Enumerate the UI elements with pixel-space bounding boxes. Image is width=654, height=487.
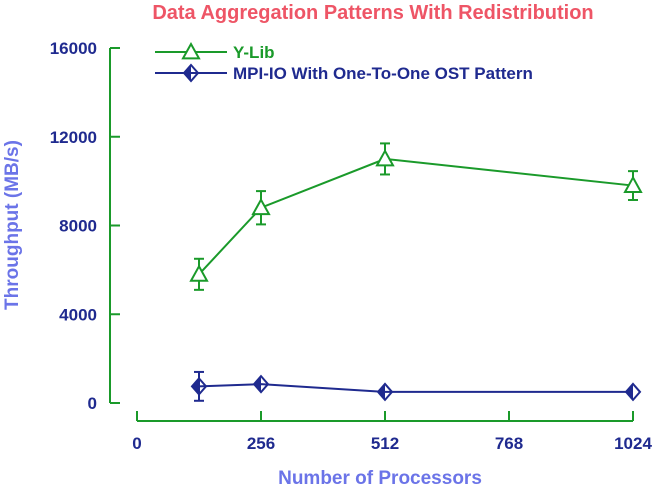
data-point [190, 376, 208, 396]
y-ticks: 0 4000 8000 12000 16000 [50, 39, 120, 413]
x-tick-label: 1024 [614, 434, 652, 453]
legend-marker [182, 63, 200, 83]
x-ticks: 0 256 512 768 1024 [132, 411, 652, 453]
series-line [198, 157, 634, 275]
data-point [623, 175, 643, 193]
legend-marker [181, 41, 201, 60]
y-tick-label: 16000 [50, 39, 97, 58]
x-tick-label: 768 [495, 434, 523, 453]
legend-item: Y-Lib [155, 41, 275, 62]
data-point [189, 264, 209, 282]
data-point [376, 382, 394, 402]
series-1 [190, 370, 642, 402]
x-axis-title: Number of Processors [278, 468, 482, 487]
series-layer [189, 142, 643, 402]
x-axis: 0 256 512 768 1024 [132, 411, 652, 453]
x-tick-label: 256 [247, 434, 275, 453]
y-tick-label: 12000 [50, 128, 97, 147]
data-point [624, 382, 642, 402]
legend: Y-Lib MPI-IO With One-To-One OST Pattern [155, 41, 533, 83]
legend-label: Y-Lib [233, 43, 275, 62]
series-0 [189, 142, 643, 291]
x-tick-label: 512 [371, 434, 399, 453]
series-line [198, 383, 633, 393]
y-tick-label: 0 [88, 394, 97, 413]
data-point [375, 148, 395, 167]
chart-title: Data Aggregation Patterns With Redistrib… [152, 2, 593, 24]
legend-label: MPI-IO With One-To-One OST Pattern [233, 64, 533, 83]
y-tick-label: 8000 [59, 217, 97, 236]
y-tick-label: 4000 [59, 305, 97, 324]
y-axis: 0 4000 8000 12000 16000 [50, 39, 120, 413]
y-axis-title: Throughput (MB/s) [2, 140, 23, 310]
x-tick-label: 0 [132, 434, 141, 453]
legend-item: MPI-IO With One-To-One OST Pattern [155, 63, 533, 83]
data-point [252, 374, 270, 394]
data-point [251, 197, 271, 216]
